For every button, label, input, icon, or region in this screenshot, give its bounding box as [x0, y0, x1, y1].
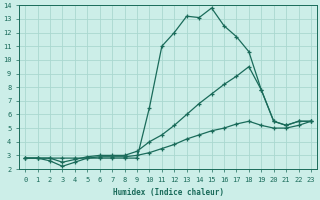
X-axis label: Humidex (Indice chaleur): Humidex (Indice chaleur) — [113, 188, 224, 197]
